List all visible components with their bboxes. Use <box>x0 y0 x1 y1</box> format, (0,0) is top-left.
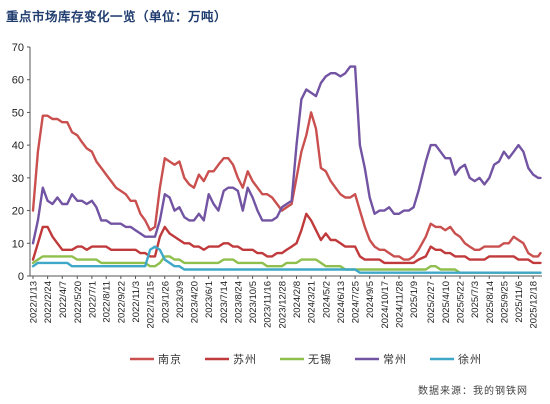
x-tick-label: 2025/5/22 <box>455 281 466 323</box>
y-tick-label: 30 <box>12 173 24 185</box>
x-tick-label: 2025/9/25 <box>499 281 510 323</box>
x-tick-label: 2022/8/11 <box>102 281 113 323</box>
legend-label-2: 无锡 <box>308 352 332 366</box>
chart-title: 重点市场库存变化一览（单位：万吨） <box>6 9 228 24</box>
x-tick-label: 2023/8/24 <box>233 281 244 323</box>
series-line-1 <box>31 212 542 265</box>
x-tick-label: 2023/6/1 <box>204 281 215 318</box>
x-tick-label: 2025/8/14 <box>485 281 496 323</box>
series-line-3 <box>31 65 542 245</box>
x-tick-label: 2025/4/10 <box>441 281 452 323</box>
x-tick-label: 2024/3/21 <box>307 281 318 323</box>
y-tick-label: 70 <box>12 42 24 54</box>
x-tick-label: 2024/11/28 <box>394 281 405 328</box>
x-tick-label: 2024/10/17 <box>380 281 391 329</box>
x-tick-label: 2024/2/8 <box>292 281 303 318</box>
series-line-4 <box>31 245 542 274</box>
x-tick-label: 2025/7/3 <box>470 281 481 318</box>
x-tick-label: 2024/9/5 <box>365 281 376 318</box>
legend-label-0: 南京 <box>158 352 182 366</box>
x-tick-label: 2025/12/18 <box>529 281 540 329</box>
x-tick-label: 2023/10/5 <box>248 281 259 323</box>
x-tick-label: 2022/7/1 <box>87 281 98 318</box>
x-tick-label: 2022/12/15 <box>146 281 157 329</box>
x-tick-label: 2023/7/14 <box>219 281 230 323</box>
y-tick-label: 10 <box>12 238 24 250</box>
x-tick-label: 2023/4/20 <box>190 281 201 323</box>
y-tick-label: 60 <box>12 75 24 87</box>
x-tick-label: 2022/4/7 <box>58 281 69 318</box>
x-tick-label: 2025/1/9 <box>409 281 420 318</box>
legend-label-4: 徐州 <box>458 352 482 366</box>
series-layer <box>31 65 542 274</box>
x-tick-label: 2022/5/20 <box>73 281 84 323</box>
y-tick-label: 50 <box>12 107 24 119</box>
x-tick-label: 2024/5/2 <box>321 281 332 318</box>
x-tick-label: 2023/11/16 <box>263 281 274 328</box>
legend: 南京 苏州 无锡 常州 徐州 <box>130 352 482 366</box>
x-tick-label: 2023/12/28 <box>277 281 288 329</box>
axes-layer: 0 10 20 30 40 50 60 70 2022/1/13 2022/2/24 2022/4/… <box>12 42 542 329</box>
y-tick-label: 20 <box>12 206 24 218</box>
legend-label-3: 常州 <box>383 353 407 366</box>
x-tick-label: 2022/9/22 <box>116 281 127 323</box>
source-note: 数据来源：我的钢铁网 <box>418 386 528 397</box>
x-tick-label: 2022/2/24 <box>43 281 54 323</box>
x-tick-label: 2022/1/13 <box>29 281 40 323</box>
x-tick-label: 2023/3/9 <box>175 281 186 318</box>
y-tick-label: 40 <box>12 140 24 152</box>
legend-label-1: 苏州 <box>233 353 257 366</box>
x-tick-label: 2025/11/6 <box>514 281 525 323</box>
x-tick-label: 2022/11/3 <box>131 281 142 323</box>
x-tick-label: 2024/7/25 <box>351 281 362 323</box>
x-tick-label: 2025/2/27 <box>426 281 437 323</box>
x-tick-label: 2024/6/13 <box>336 281 347 323</box>
series-line-0 <box>31 111 542 261</box>
y-tick-label: 0 <box>18 271 24 283</box>
x-tick-label: 2023/1/26 <box>160 281 171 323</box>
